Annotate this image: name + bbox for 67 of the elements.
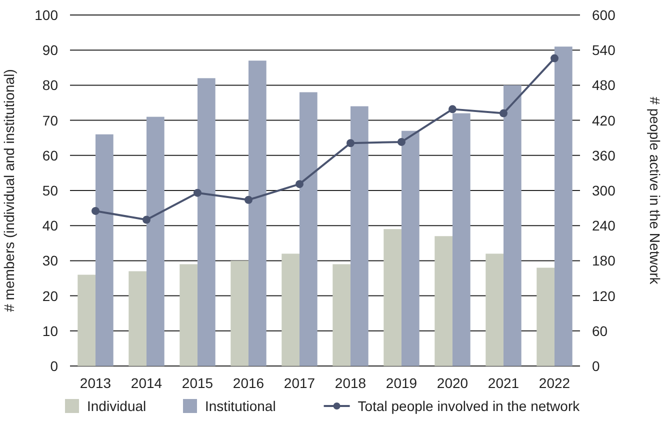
- bar: [96, 134, 114, 366]
- x-tick-label: 2021: [488, 375, 520, 391]
- bar: [350, 106, 368, 366]
- point: [448, 105, 456, 114]
- y2-tick-label: 420: [592, 112, 616, 128]
- y2-tick-label: 360: [592, 147, 616, 164]
- bar: [452, 113, 470, 366]
- x-tick-label: 2015: [182, 375, 214, 391]
- bar: [554, 46, 572, 366]
- y-axis-title: # members (individual and institutional): [1, 69, 17, 312]
- point: [244, 196, 252, 204]
- x-tick-label: 2017: [284, 375, 316, 391]
- bar: [248, 60, 266, 366]
- bar: [300, 92, 318, 366]
- bar: [180, 264, 198, 366]
- x-tick-label: 2016: [232, 375, 264, 391]
- y-tick-label: 60: [42, 147, 58, 164]
- y-tick-label: 0: [50, 358, 58, 374]
- bar: [282, 254, 300, 366]
- y-tick-label: 10: [42, 322, 58, 339]
- y2-tick-label: 0: [592, 358, 600, 374]
- point: [398, 138, 406, 146]
- point: [500, 109, 508, 118]
- x-tick-label: 2022: [538, 375, 570, 391]
- y-tick-label: 50: [42, 182, 58, 198]
- y2-tick-label: 600: [592, 7, 616, 23]
- y-tick-label: 80: [42, 77, 58, 94]
- bar: [384, 229, 402, 366]
- point: [92, 206, 100, 215]
- point: [346, 139, 354, 148]
- bar: [504, 85, 522, 366]
- y2-tick-label: 480: [592, 77, 616, 94]
- x-tick-label: 2018: [334, 375, 366, 391]
- legend-label: Total people involved in the network: [358, 398, 581, 414]
- y-tick-label: 90: [42, 42, 58, 58]
- x-tick-label: 2014: [130, 375, 162, 391]
- x-tick-label: 2013: [80, 375, 112, 391]
- y2-tick-label: 180: [592, 252, 616, 269]
- legend-label: Institutional: [205, 398, 276, 414]
- y2-tick-label: 60: [592, 322, 608, 339]
- y-tick-label: 70: [42, 112, 58, 128]
- y2-tick-label: 540: [592, 42, 616, 58]
- legend-label: Individual: [87, 398, 146, 414]
- bar: [536, 268, 554, 366]
- bar: [146, 116, 164, 366]
- bar: [486, 254, 504, 366]
- x-tick-label: 2019: [386, 375, 418, 391]
- y2-tick-label: 300: [592, 182, 616, 198]
- x-tick-label: 2020: [436, 375, 468, 391]
- bar: [332, 264, 350, 366]
- point: [550, 54, 558, 62]
- bar: [230, 260, 248, 366]
- bar: [402, 130, 420, 366]
- point: [194, 188, 202, 197]
- point: [142, 216, 150, 224]
- bar: [434, 236, 452, 366]
- bar: [128, 271, 146, 366]
- y-tick-label: 100: [34, 7, 58, 23]
- y2-tick-label: 240: [592, 218, 616, 234]
- bar: [198, 78, 216, 366]
- point: [296, 180, 304, 188]
- bar: [78, 274, 96, 366]
- y-tick-label: 20: [42, 288, 58, 304]
- y2-axis-title: # people active in the Network: [647, 96, 663, 286]
- y-tick-label: 30: [42, 252, 58, 269]
- y-tick-label: 40: [42, 218, 58, 234]
- y2-tick-label: 120: [592, 288, 616, 304]
